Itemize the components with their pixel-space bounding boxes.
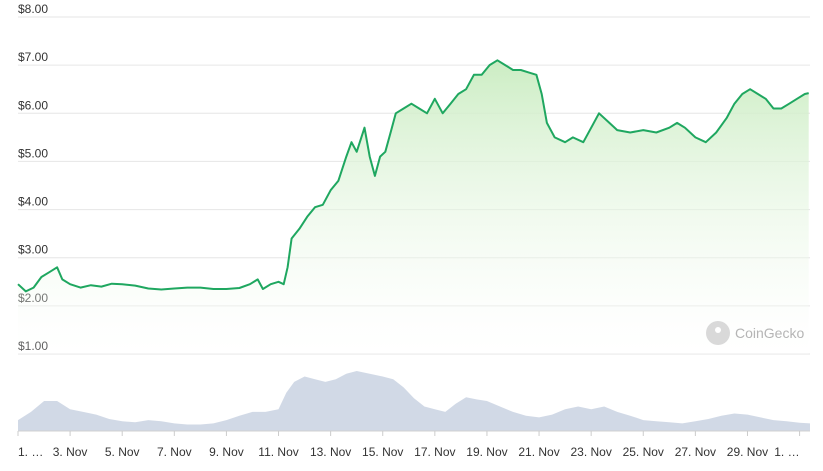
x-tick-label: 1. … [18,445,43,459]
y-tick-label: $6.00 [18,98,48,112]
y-tick-label: $7.00 [18,50,48,64]
x-tick-label: 15. Nov [362,445,403,459]
y-tick-label: $3.00 [18,243,48,257]
coingecko-watermark: CoinGecko [706,320,804,346]
x-tick-label: 13. Nov [310,445,351,459]
x-tick-label: 29. Nov [727,445,768,459]
y-tick-label: $5.00 [18,146,48,160]
x-tick-label: 7. Nov [157,445,192,459]
x-tick-label: 17. Nov [414,445,455,459]
watermark-text: CoinGecko [735,325,805,341]
x-tick-label: 11. Nov [258,445,298,459]
x-tick-label: 3. Nov [53,445,88,459]
x-tick-label: 23. Nov [570,445,611,459]
x-tick-label: 1. … [774,445,799,459]
volume-area [18,371,810,431]
y-tick-label: $8.00 [18,2,48,16]
x-tick-label: 9. Nov [209,445,244,459]
volume-bars [18,371,810,432]
price-area-fill [18,60,809,355]
x-tick-label: 21. Nov [518,445,559,459]
x-tick-label: 25. Nov [623,445,664,459]
x-tick-label: 5. Nov [105,445,140,459]
coingecko-logo-icon [706,321,730,345]
x-axis: 1. … 3. Nov 5. Nov 7. Nov 9. Nov 11. Nov 13. N… [17,431,801,459]
price-series [17,59,809,355]
x-tick-label: 27. Nov [675,445,716,459]
price-line [17,59,809,293]
y-tick-label: $4.00 [18,195,48,209]
x-tick-label: 19. Nov [466,445,507,459]
